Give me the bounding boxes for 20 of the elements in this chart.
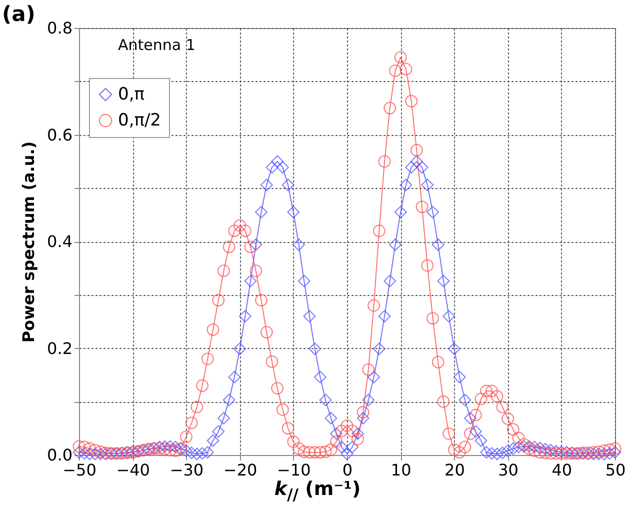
legend-label: 0,π/2: [118, 110, 161, 130]
x-tick-label: −20: [223, 460, 258, 480]
x-tick-label: −10: [277, 460, 311, 480]
legend-label: 0,π: [118, 84, 144, 104]
x-tick-label: 40: [552, 460, 572, 480]
x-tick-label: 20: [444, 460, 465, 480]
annotation: Antenna 1: [118, 36, 196, 54]
y-tick-label: 0.4: [47, 232, 72, 251]
y-tick-label: 0.6: [47, 125, 72, 144]
y-axis-title: Power spectrum (a.u.): [19, 141, 38, 343]
text: (a): [2, 2, 36, 26]
x-axis-title: k$_{//}$ (m⁻¹): [273, 478, 362, 504]
y-tick-label: 0.2: [47, 338, 72, 358]
x-tick-label: 50: [605, 460, 626, 480]
x-tick-label: 30: [498, 460, 518, 480]
x-tick-label: 10: [390, 460, 412, 480]
x-tick-label: −30: [170, 460, 204, 480]
x-tick-label: 0: [342, 460, 353, 480]
y-tick-label: 0.8: [47, 18, 72, 38]
x-tick-label: −40: [116, 460, 150, 480]
